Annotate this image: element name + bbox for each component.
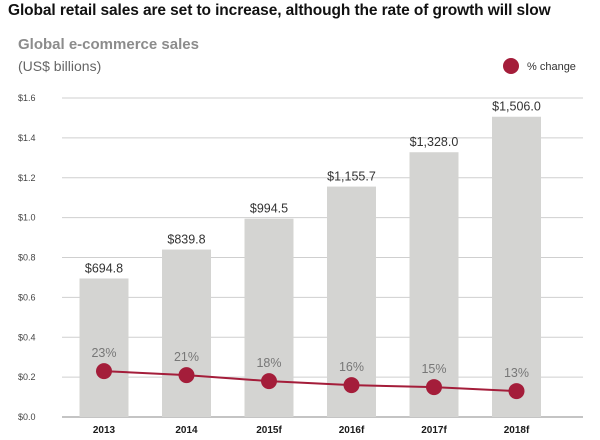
legend-marker — [503, 58, 519, 74]
percent-change-label: 15% — [421, 362, 446, 376]
percent-change-point — [96, 363, 112, 380]
bar — [79, 278, 129, 417]
data-labels: $694.8 $839.8 $994.5 $1,155.7 $1,328.0 $1,506… — [85, 100, 541, 380]
percent-change-label: 18% — [256, 356, 281, 370]
bar-value-label: $694.8 — [85, 261, 123, 275]
axes: $0.0 $0.2 $0.4 $0.6 $0.8 $1.0 $1.2 $1.4 $1.6 2013… — [18, 93, 530, 436]
y-tick-label: $0.2 — [18, 372, 36, 382]
bar-value-label: $994.5 — [250, 202, 288, 216]
percent-change-point — [343, 377, 360, 394]
bar — [492, 116, 541, 418]
y-axis-unit-label: (US$ billions) — [18, 58, 102, 74]
percent-change-line — [103, 370, 517, 393]
bar — [409, 152, 459, 418]
y-tick-label: $1.6 — [18, 93, 36, 103]
percent-change-label: 21% — [174, 350, 199, 364]
bar-value-label: $1,155.7 — [327, 170, 376, 184]
y-tick-label: $1.0 — [18, 213, 36, 223]
bar-value-label: $839.8 — [167, 233, 205, 247]
chart-title: Global e-commerce sales — [18, 36, 199, 53]
percent-change-label: 13% — [504, 366, 529, 380]
bar — [162, 249, 211, 417]
percent-change-point — [261, 373, 277, 390]
percent-change-series — [96, 363, 525, 400]
legend-label: % change — [527, 61, 576, 73]
percent-change-point — [178, 367, 195, 384]
x-tick-label: 2016f — [339, 425, 365, 436]
x-tick-label: 2013 — [93, 425, 116, 436]
percent-change-label: 23% — [91, 346, 116, 360]
x-tick-label: 2015f — [256, 425, 282, 436]
bar-value-label: $1,328.0 — [410, 135, 459, 149]
y-tick-label: $1.4 — [18, 133, 36, 143]
y-tick-label: $0.6 — [18, 292, 36, 302]
bar-value-label: $1,506.0 — [492, 100, 541, 114]
x-tick-label: 2017f — [421, 425, 447, 436]
percent-change-label: 16% — [339, 360, 364, 374]
y-tick-label: $0.0 — [18, 412, 36, 422]
headline: Global retail sales are set to increase,… — [8, 2, 551, 19]
x-tick-label: 2014 — [175, 425, 198, 436]
percent-change-point — [508, 383, 525, 400]
percent-change-point — [426, 379, 442, 396]
y-tick-label: $1.2 — [18, 173, 36, 183]
y-tick-label: $0.4 — [18, 332, 36, 342]
x-tick-label: 2018f — [504, 425, 530, 436]
legend: % change — [503, 58, 576, 74]
bar-series — [79, 116, 541, 418]
y-tick-label: $0.8 — [18, 253, 36, 263]
